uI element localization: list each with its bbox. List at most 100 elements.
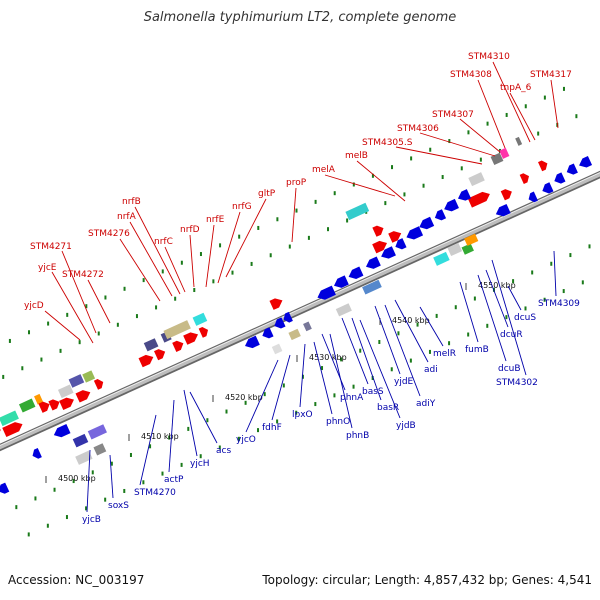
tick-dot	[505, 112, 508, 117]
gene-arrow	[419, 216, 435, 230]
gene-arrow	[542, 182, 554, 194]
gene-arrow	[244, 335, 260, 349]
leader-line	[109, 454, 114, 499]
gene-label: yjcD	[24, 301, 44, 311]
tick-dot	[212, 279, 215, 284]
leader-line	[459, 281, 479, 343]
feature-block	[163, 320, 191, 340]
gene-arrow	[0, 482, 10, 494]
gene-label: adi	[424, 365, 438, 375]
tick-dot	[218, 445, 221, 450]
tick-dot	[276, 217, 279, 222]
tick-dot	[410, 156, 413, 161]
tick-dot	[116, 322, 119, 327]
tick-dot	[161, 269, 164, 274]
leader-line	[341, 317, 369, 385]
gene-label: nrfG	[232, 202, 252, 212]
tick-dot	[301, 374, 304, 379]
tick-dot	[524, 306, 527, 311]
leader-line	[459, 118, 501, 153]
tick-dot	[21, 366, 24, 371]
tick-dot	[321, 366, 324, 371]
feature-block	[335, 303, 352, 317]
leader-line	[51, 271, 94, 344]
gene-arrow	[406, 226, 424, 240]
tick-label: 4520 kbp	[225, 393, 263, 402]
tick-dot	[149, 444, 152, 449]
feature-block	[468, 172, 485, 187]
gene-label: fumB	[465, 345, 489, 355]
tick-dot	[15, 505, 18, 510]
feature-block	[447, 242, 463, 257]
tick-dot	[257, 428, 260, 433]
gene-arrow	[538, 160, 548, 172]
gene-arrow	[457, 189, 471, 201]
gene-label: STM4308	[450, 70, 492, 80]
tick-dot	[199, 454, 202, 459]
tick-dot	[295, 410, 298, 415]
tick-dot	[59, 348, 62, 353]
leader-line	[313, 341, 333, 415]
feature-block	[87, 424, 107, 440]
gene-label: STM4302	[496, 378, 538, 388]
tick-dot	[333, 393, 336, 398]
gene-label: dcuR	[500, 330, 523, 340]
leader-line	[507, 285, 522, 311]
tick-dot	[569, 253, 572, 258]
tick-dot	[225, 409, 228, 414]
tick-dot	[409, 358, 412, 363]
feature-block	[464, 233, 479, 246]
leader-line	[553, 250, 557, 297]
leader-line	[491, 259, 527, 376]
leader-line	[395, 146, 483, 165]
feature-block	[288, 328, 301, 341]
tick-label: 4510 kbp	[141, 432, 179, 441]
leader-line	[134, 206, 181, 295]
leader-line	[205, 224, 215, 288]
leader-line	[299, 343, 306, 408]
feature-blocks	[0, 136, 523, 465]
leader-line	[44, 310, 81, 341]
gene-arrow	[172, 340, 184, 352]
leader-line	[329, 333, 353, 429]
feature-block	[433, 251, 450, 266]
tick-dot	[168, 435, 171, 440]
tick-label: 4550 kbp	[478, 281, 516, 290]
gene-label: melA	[312, 165, 336, 175]
tick-dot	[161, 471, 164, 476]
tick-dot	[250, 261, 253, 266]
tick-dot	[562, 289, 565, 294]
feature-block	[345, 202, 370, 221]
gene-arrow	[579, 155, 593, 168]
tick-dot	[85, 304, 88, 309]
feature-block	[18, 398, 36, 413]
tick-dot	[263, 392, 266, 397]
tick-dot	[66, 312, 69, 317]
tick-dot	[65, 515, 68, 520]
tick-dot	[46, 523, 49, 528]
leader-line	[485, 269, 509, 328]
gene-label: phnB	[346, 431, 369, 441]
gene-label: tnpA_6	[500, 83, 532, 93]
gene-arrow	[395, 238, 407, 250]
tick-dot	[416, 322, 419, 327]
leader-line	[225, 198, 267, 278]
gene-label: soxS	[108, 501, 129, 511]
gene-label: melR	[433, 349, 456, 359]
tick-dot	[276, 419, 279, 424]
tick-dot	[562, 86, 565, 91]
leader-line	[550, 79, 559, 129]
tick-dot	[47, 321, 50, 326]
gene-arrow	[519, 173, 530, 185]
tick-dot	[180, 462, 183, 467]
gene-arrow	[495, 203, 511, 217]
leader-line	[189, 391, 218, 444]
tick-dot	[110, 461, 113, 466]
leader-line	[394, 299, 429, 363]
gene-arrow	[554, 172, 566, 184]
tick-dot	[397, 331, 400, 336]
gene-label: STM4307	[432, 110, 474, 120]
gene-label: dcuS	[514, 313, 536, 323]
feature-block	[461, 243, 474, 255]
feature-block	[34, 393, 44, 405]
